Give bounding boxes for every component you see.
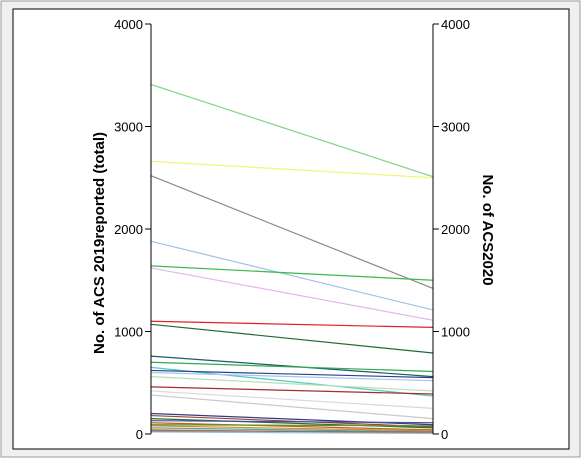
series-line-23 [150,424,434,427]
left-tick-label-0: 0 [136,427,143,442]
series-line-5 [150,265,434,281]
left-tick-label-1: 1000 [114,325,143,340]
series-line-8 [150,323,434,354]
left-tick-label-3: 3000 [114,120,143,135]
right-tick-label-4: 4000 [441,17,470,32]
series-line-20 [150,418,434,429]
plot-area [12,8,570,450]
left-axis-ticks: 0 1000 2000 3000 4000 [114,17,151,442]
left-axis-title: No. of ACS 2019reported (total) [91,132,108,354]
right-tick-label-3: 3000 [441,120,470,135]
series-line-10 [150,361,434,373]
series-line-22 [150,422,434,431]
series-lines [150,83,434,435]
series-line-4 [150,240,434,311]
series-line-12 [150,369,434,379]
series-line-13 [150,371,434,382]
series-line-24 [150,425,434,432]
right-axis-ticks: 0 1000 2000 3000 4000 [433,17,470,442]
series-line-17 [150,394,434,420]
series-line-2 [150,160,434,179]
series-line-6 [150,267,434,321]
series-line-14 [150,376,434,392]
right-tick-label-1: 1000 [441,325,470,340]
series-line-7 [150,320,434,328]
series-line-27 [150,430,434,433]
series-line-16 [150,390,434,409]
series-line-3 [150,175,434,290]
series-line-15 [150,386,434,395]
right-axis-title: No. of ACS2020 [479,174,496,285]
left-tick-label-4: 4000 [114,17,143,32]
series-line-1 [150,83,434,178]
series-line-28 [150,431,434,435]
right-tick-label-2: 2000 [441,222,470,237]
left-tick-label-2: 2000 [114,222,143,237]
series-line-21 [150,420,434,424]
right-tick-label-0: 0 [441,427,448,442]
